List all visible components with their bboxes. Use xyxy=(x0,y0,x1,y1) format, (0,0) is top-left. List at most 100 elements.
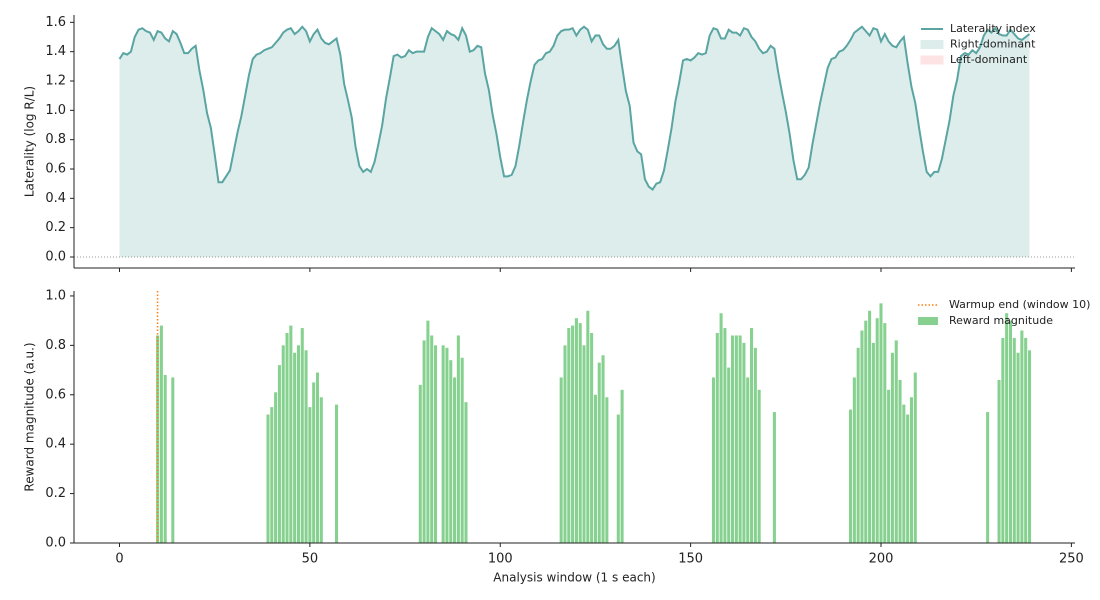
reward-bar xyxy=(1020,330,1024,543)
reward-bar xyxy=(734,335,738,543)
reward-bar xyxy=(430,335,434,543)
reward-bar xyxy=(590,333,594,543)
reward-bar xyxy=(274,392,278,543)
reward-bar xyxy=(159,325,163,543)
reward-bar xyxy=(441,345,445,543)
legend-patch xyxy=(920,40,944,49)
reward-bar xyxy=(418,384,422,543)
reward-bar xyxy=(711,377,715,543)
reward-bar xyxy=(730,335,735,543)
reward-bar xyxy=(898,379,902,543)
y-tick-label: 1.0 xyxy=(45,103,66,118)
y-tick-label: 1.2 xyxy=(45,74,66,89)
y-tick-label: 0.8 xyxy=(45,132,66,147)
reward-bar xyxy=(277,365,281,543)
reward-bar xyxy=(852,377,856,543)
reward-bar xyxy=(586,310,590,543)
reward-bar xyxy=(772,412,776,543)
x-tick-label: 0 xyxy=(115,552,123,567)
y-tick-label: 0.4 xyxy=(45,191,66,206)
reward-bar xyxy=(906,414,910,543)
y-tick-label: 1.4 xyxy=(45,44,66,59)
reward-bar xyxy=(597,362,601,543)
reward-bar xyxy=(422,340,426,543)
legend-label: Left-dominant xyxy=(950,53,1028,66)
reward-bar xyxy=(270,407,274,543)
y-tick-label: 1.6 xyxy=(45,15,66,30)
reward-bar xyxy=(304,350,308,543)
x-tick-label: 250 xyxy=(1059,552,1084,567)
reward-bar xyxy=(997,379,1001,543)
reward-bar xyxy=(296,345,300,543)
y-tick-label: 1.0 xyxy=(45,288,66,303)
reward-bar xyxy=(281,345,285,543)
reward-bar xyxy=(887,389,891,543)
reward-bar xyxy=(1012,337,1016,543)
x-tick-label: 100 xyxy=(488,552,513,567)
reward-bar xyxy=(620,389,624,543)
y-tick-label: 0.2 xyxy=(45,220,66,235)
y-tick-label: 0.6 xyxy=(45,162,66,177)
reward-bar xyxy=(849,409,853,543)
legend-label: Laterality index xyxy=(950,22,1036,35)
y-tick-label: 0.0 xyxy=(45,250,66,265)
y-axis-label: Laterality (log R/L) xyxy=(23,86,37,197)
reward-bar xyxy=(1008,320,1012,543)
legend-label: Reward magnitude xyxy=(949,314,1053,327)
x-tick-label: 200 xyxy=(869,552,894,567)
reward-bar xyxy=(456,335,460,543)
reward-bar xyxy=(582,345,586,543)
laterality-line xyxy=(118,25,1031,191)
reward-bar xyxy=(300,328,304,543)
reward-bar xyxy=(738,335,742,543)
reward-bar xyxy=(266,414,270,543)
reward-bar xyxy=(453,377,457,543)
reward-bar xyxy=(426,320,430,543)
reward-bar xyxy=(902,404,906,543)
reward-bar xyxy=(563,345,567,543)
reward-bar xyxy=(909,397,913,543)
reward-bar xyxy=(723,328,727,543)
reward-bar xyxy=(742,342,746,543)
reward-bar xyxy=(171,377,175,543)
reward-bar xyxy=(293,352,297,543)
reward-bar xyxy=(460,357,464,543)
y-tick-label: 0.6 xyxy=(45,387,66,402)
reward-bar xyxy=(289,325,293,543)
y-tick-label: 0.8 xyxy=(45,338,66,353)
reward-bar xyxy=(578,323,582,543)
reward-bar xyxy=(319,397,323,543)
y-tick-label: 0.0 xyxy=(45,536,66,551)
reward-bar xyxy=(285,333,289,543)
reward-bar xyxy=(315,372,320,543)
reward-bar xyxy=(890,352,894,543)
reward-bar xyxy=(567,328,571,543)
reward-bar xyxy=(750,328,754,543)
reward-bar xyxy=(559,377,563,543)
reward-bar xyxy=(449,360,453,543)
reward-bar xyxy=(746,377,750,543)
reward-bar xyxy=(875,318,879,543)
reward-bar xyxy=(757,389,761,543)
reward-bar xyxy=(871,342,875,543)
reward-bar xyxy=(616,414,620,543)
reward-bar xyxy=(445,347,449,543)
legend-patch xyxy=(920,55,944,65)
reward-bar xyxy=(1005,313,1009,543)
reward-bar xyxy=(868,310,872,543)
reward-bar xyxy=(605,397,609,543)
reward-bar xyxy=(913,372,917,543)
right-dominant-area xyxy=(119,26,1030,257)
reward-bar xyxy=(601,355,605,543)
reward-bar xyxy=(593,394,597,543)
x-tick-label: 150 xyxy=(678,552,703,567)
legend-label: Warmup end (window 10) xyxy=(949,298,1090,311)
reward-bar xyxy=(335,404,339,543)
reward-bar xyxy=(574,318,578,543)
reward-bar xyxy=(1024,337,1028,543)
y-tick-label: 0.4 xyxy=(45,437,66,452)
reward-bar xyxy=(727,367,731,543)
reward-bar xyxy=(308,407,312,543)
reward-bar xyxy=(1001,337,1005,543)
reward-bar xyxy=(879,303,883,543)
